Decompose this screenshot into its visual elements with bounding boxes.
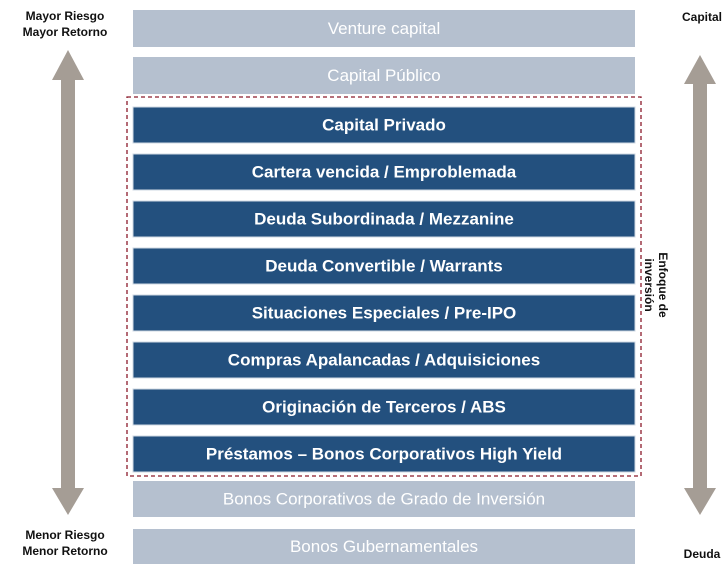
outer-bar (133, 529, 635, 564)
focus-bar (132, 106, 636, 144)
bar-label: Deuda Subordinada / Mezzanine (254, 209, 514, 228)
focus-label-line: Enfoque de (656, 252, 670, 318)
bar-label: Originación de Terceros / ABS (262, 397, 506, 416)
bar-label: Situaciones Especiales / Pre-IPO (252, 303, 517, 322)
bar-label: Bonos Gubernamentales (290, 537, 478, 556)
bar-label: Bonos Corporativos de Grado de Inversión (223, 489, 545, 508)
bar-label: Venture capital (328, 19, 440, 38)
bar-label: Compras Apalancadas / Adquisiciones (228, 350, 540, 369)
top-left-label: Mayor Riesgo (26, 9, 105, 23)
focus-bar (132, 341, 636, 379)
bar-label: Deuda Convertible / Warrants (265, 256, 502, 275)
top-left-label: Mayor Retorno (23, 25, 108, 39)
outer-bar (133, 481, 635, 517)
focus-box (126, 96, 642, 477)
focus-bar (132, 200, 636, 238)
bar-label: Cartera vencida / Emproblemada (252, 162, 517, 181)
bar-label: Préstamos – Bonos Corporativos High Yiel… (206, 444, 562, 463)
bottom-left-label: Menor Riesgo (25, 528, 104, 542)
focus-bar (132, 388, 636, 426)
focus-bar (132, 294, 636, 332)
top-right-label: Capital (682, 10, 722, 24)
focus-label-line: inversión (642, 258, 656, 311)
bottom-right-label: Deuda (684, 547, 721, 561)
focus-bar (132, 153, 636, 191)
focus-bar (132, 247, 636, 285)
bar-label: Capital Privado (322, 115, 446, 134)
outer-bar (133, 10, 635, 47)
focus-label: Enfoque de inversión (642, 252, 670, 318)
outer-bar (133, 57, 635, 94)
bar-label: Capital Público (327, 66, 440, 85)
right-arrow (684, 55, 716, 515)
focus-bar (132, 435, 636, 473)
bottom-left-label: Menor Retorno (22, 544, 107, 558)
left-arrow (52, 50, 84, 515)
